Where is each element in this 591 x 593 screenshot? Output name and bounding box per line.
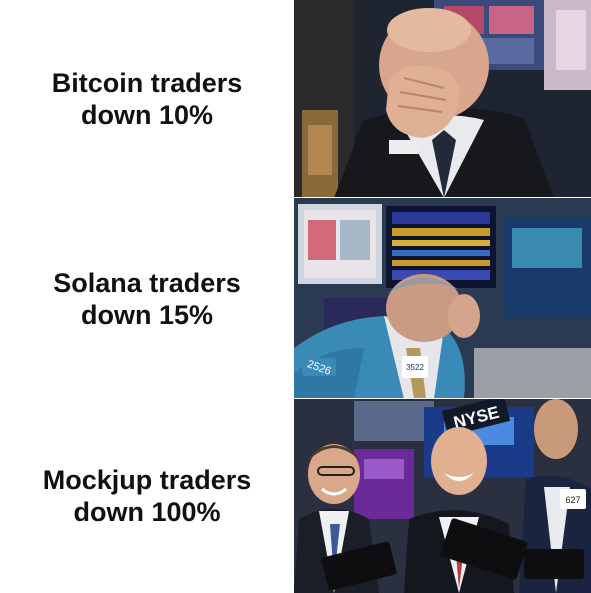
caption-mockjup-line1: Mockjup traders [42,465,252,495]
caption-mockjup: Mockjup traders down 100% [0,399,294,593]
photo-headdown-trader: 2526 3522 [294,198,591,399]
meme-row-bitcoin: Bitcoin traders down 10% [0,0,591,198]
caption-bitcoin-line2: down 10% [80,100,213,130]
laughing-traders-image: NYSE 627 [294,399,591,593]
facepalm-trader-image [294,0,591,198]
badge-3522: 3522 [406,363,424,372]
photo-facepalm-trader [294,0,591,198]
caption-bitcoin-line1: Bitcoin traders [51,68,243,98]
photo-laughing-traders: NYSE 627 [294,399,591,593]
headdown-trader-image: 2526 3522 [294,198,591,399]
meme-row-solana: Solana traders down 15% [0,198,591,399]
caption-solana: Solana traders down 15% [0,198,294,399]
badge-627: 627 [565,495,580,505]
caption-solana-line2: down 15% [80,299,213,330]
caption-solana-line1: Solana traders [53,267,241,298]
meme-row-mockjup: Mockjup traders down 100% NYSE [0,399,591,593]
caption-mockjup-line2: down 100% [73,497,221,527]
caption-bitcoin: Bitcoin traders down 10% [0,0,294,198]
